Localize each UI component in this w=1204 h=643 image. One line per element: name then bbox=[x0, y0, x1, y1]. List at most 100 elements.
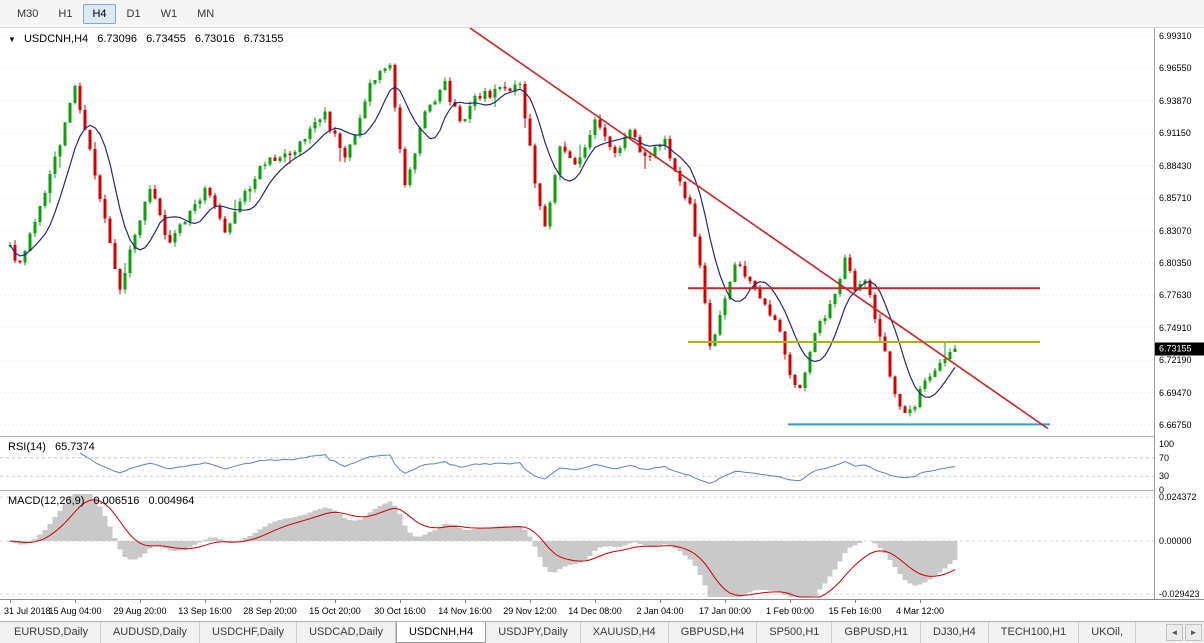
descending-trendline[interactable] bbox=[469, 28, 1049, 430]
current-price-badge: 6.73155 bbox=[1155, 342, 1204, 355]
price-tick-label: 6.77630 bbox=[1159, 290, 1192, 301]
time-axis[interactable]: 31 Jul 2018 15 Aug 04:00 29 Aug 20:00 13 Se… bbox=[0, 599, 1204, 621]
timeframe-button-h1[interactable]: H1 bbox=[58, 7, 73, 20]
symbol-tab-eurusd[interactable]: EURUSD,Daily bbox=[2, 622, 101, 643]
symbol-tab-ukoil[interactable]: UKOil, bbox=[1079, 622, 1136, 643]
chart-window[interactable]: ▼ USDCNH,H4 6.73096 6.73455 6.73016 6.73… bbox=[0, 28, 1204, 621]
chart-title: ▼ USDCNH,H4 6.73096 6.73455 6.73016 6.73… bbox=[8, 33, 283, 45]
timeframe-button-d1[interactable]: D1 bbox=[126, 7, 141, 20]
panel-separator[interactable] bbox=[0, 490, 1204, 492]
timeframe-button-m30[interactable]: M30 bbox=[17, 7, 39, 20]
macd-label: MACD(12,26,9) bbox=[8, 495, 85, 507]
rsi-value: 65.7374 bbox=[54, 441, 95, 453]
rsi-level-label: 30 bbox=[1159, 471, 1170, 482]
ohlc-high: 6.73455 bbox=[146, 33, 186, 45]
time-label: 15 Feb 16:00 bbox=[828, 606, 882, 616]
symbol-tab-tech100[interactable]: TECH100,H1 bbox=[989, 622, 1080, 643]
chart-dropdown-icon[interactable]: ▼ bbox=[8, 35, 16, 44]
rsi-panel-canvas[interactable] bbox=[0, 438, 1154, 490]
time-tick bbox=[335, 600, 336, 603]
time-label: 28 Sep 20:00 bbox=[243, 606, 297, 616]
symbol-tab-bar: EURUSD,Daily AUDUSD,Daily USDCHF,Daily USDC… bbox=[0, 621, 1204, 643]
time-tick bbox=[140, 600, 141, 603]
time-tick bbox=[205, 600, 206, 603]
time-label: 14 Nov 16:00 bbox=[438, 606, 492, 616]
time-tick bbox=[725, 600, 726, 603]
rsi-level-label: 70 bbox=[1159, 452, 1170, 463]
timeframe-button-mn[interactable]: MN bbox=[197, 7, 215, 20]
price-tick-label: 6.66750 bbox=[1159, 420, 1192, 430]
price-tick-label: 6.69470 bbox=[1159, 387, 1192, 398]
macd-signal-line bbox=[9, 499, 956, 598]
macd-level-label: -0.029423 bbox=[1159, 589, 1200, 599]
rsi-indicator-title: RSI(14) 65.7374 bbox=[8, 441, 95, 453]
price-tick-label: 6.74910 bbox=[1159, 322, 1192, 333]
time-tick bbox=[75, 600, 76, 603]
symbol-tab-dj30[interactable]: DJ30,H4 bbox=[921, 622, 989, 643]
price-tick-label: 6.99310 bbox=[1159, 31, 1192, 41]
time-label: 1 Feb 00:00 bbox=[765, 606, 815, 616]
price-tick-label: 6.96550 bbox=[1159, 63, 1192, 74]
macd-signal-value: 0.004964 bbox=[148, 495, 195, 507]
macd-level-label: 0.024372 bbox=[1159, 492, 1197, 503]
symbol-tabs: EURUSD,Daily AUDUSD,Daily USDCHF,Daily USDC… bbox=[0, 622, 1160, 643]
time-tick bbox=[10, 600, 11, 603]
time-label: 29 Nov 12:00 bbox=[503, 606, 557, 616]
tab-scroll-controls: ◄ ► bbox=[1164, 624, 1202, 641]
price-tick-label: 6.88430 bbox=[1159, 160, 1192, 171]
price-tick-label: 6.93870 bbox=[1159, 95, 1192, 106]
time-tick bbox=[400, 600, 401, 603]
ohlc-low: 6.73016 bbox=[194, 33, 235, 45]
symbol-tab-usdchf[interactable]: USDCHF,Daily bbox=[200, 622, 298, 643]
time-label: 29 Aug 20:00 bbox=[113, 606, 167, 616]
price-chart-canvas[interactable] bbox=[0, 28, 1154, 436]
symbol-tab-sp500[interactable]: SP500,H1 bbox=[757, 622, 833, 643]
macd-level-label: 0.00000 bbox=[1159, 536, 1192, 546]
price-axis[interactable]: 6.73155 6.99310 6.96550 6.93870 6.91150 6.88… bbox=[1154, 28, 1204, 599]
time-tick bbox=[530, 600, 531, 603]
price-tick-label: 6.80350 bbox=[1159, 257, 1192, 268]
price-tick-label: 6.85710 bbox=[1159, 193, 1192, 204]
macd-main-value: 0.006516 bbox=[93, 495, 140, 507]
timeframe-button-w1[interactable]: W1 bbox=[160, 7, 178, 20]
time-tick bbox=[790, 600, 791, 603]
symbol-tab-audusd[interactable]: AUDUSD,Daily bbox=[101, 622, 200, 643]
tab-scroll-left-icon[interactable]: ◄ bbox=[1166, 624, 1183, 641]
time-label: 4 Mar 12:00 bbox=[895, 606, 945, 616]
price-tick-label: 6.72190 bbox=[1159, 355, 1192, 366]
symbol-tab-usdcad[interactable]: USDCAD,Daily bbox=[297, 622, 397, 643]
price-tick-label: 6.83070 bbox=[1159, 225, 1192, 236]
symbol-tab-usdjpy[interactable]: USDJPY,Daily bbox=[486, 622, 581, 643]
ohlc-open: 6.73096 bbox=[97, 33, 137, 45]
time-label: 31 Jul 2018 bbox=[4, 606, 51, 616]
panel-separator[interactable] bbox=[0, 436, 1204, 438]
timeframe-toolbar: M30 H1 H4 D1 W1 MN bbox=[0, 0, 1204, 28]
ma-line[interactable] bbox=[9, 86, 956, 398]
tab-scroll-right-icon[interactable]: ► bbox=[1185, 624, 1202, 641]
time-tick bbox=[595, 600, 596, 603]
symbol-tab-gbpusd[interactable]: GBPUSD,H4 bbox=[669, 622, 758, 643]
time-tick bbox=[270, 600, 271, 603]
macd-indicator-title: MACD(12,26,9) 0.006516 0.004964 bbox=[8, 495, 194, 507]
time-label: 15 Oct 20:00 bbox=[309, 606, 361, 616]
price-tick-label: 6.91150 bbox=[1159, 128, 1191, 139]
macd-panel-canvas[interactable] bbox=[0, 492, 1154, 599]
time-label: 15 Aug 04:00 bbox=[48, 606, 102, 616]
time-tick bbox=[660, 600, 661, 603]
timeframe-button-h4[interactable]: H4 bbox=[83, 3, 116, 24]
time-label: 17 Jan 00:00 bbox=[698, 606, 752, 616]
time-label: 30 Oct 16:00 bbox=[374, 606, 426, 616]
time-label: 14 Dec 08:00 bbox=[568, 606, 622, 616]
time-label: 13 Sep 16:00 bbox=[178, 606, 232, 616]
symbol-tab-gbpusd[interactable]: GBPUSD,H1 bbox=[832, 622, 921, 643]
time-label: 2 Jan 04:00 bbox=[636, 606, 684, 616]
time-tick bbox=[920, 600, 921, 603]
rsi-level-label: 0 bbox=[1159, 485, 1165, 495]
time-tick bbox=[855, 600, 856, 603]
rsi-level-label: 100 bbox=[1159, 439, 1175, 449]
rsi-label: RSI(14) bbox=[8, 441, 46, 453]
chart-symbol-timeframe: USDCNH,H4 bbox=[23, 33, 89, 45]
symbol-tab-xauusd[interactable]: XAUUSD,H4 bbox=[581, 622, 669, 643]
symbol-tab-usdcnh[interactable]: USDCNH,H4 bbox=[396, 622, 487, 643]
